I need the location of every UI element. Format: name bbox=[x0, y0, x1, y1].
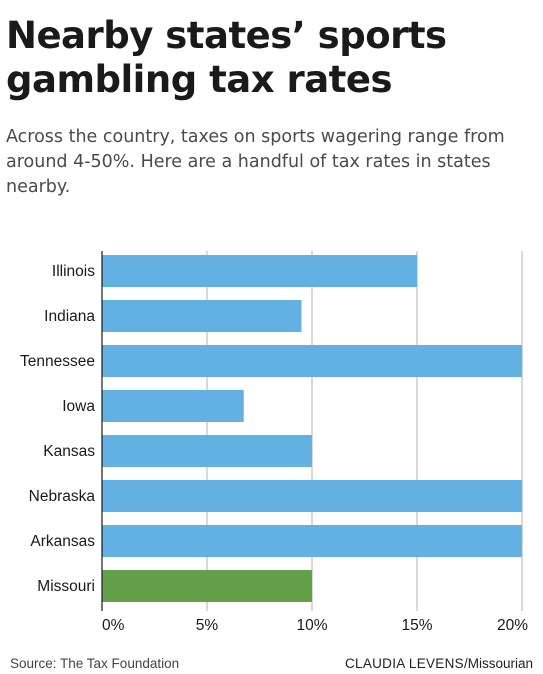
bar bbox=[102, 255, 417, 287]
bar bbox=[102, 480, 522, 512]
category-label: Indiana bbox=[44, 308, 95, 325]
chart-subtitle: Across the country, taxes on sports wage… bbox=[6, 127, 505, 197]
credit-line: CLAUDIA LEVENS/Missourian bbox=[345, 656, 533, 671]
source-note: Source: The Tax Foundation bbox=[10, 656, 180, 671]
bar bbox=[102, 435, 312, 467]
category-label: Missouri bbox=[37, 578, 95, 595]
bar bbox=[102, 345, 522, 377]
category-label: Tennessee bbox=[20, 353, 95, 370]
bar bbox=[102, 570, 312, 602]
tick-label: 5% bbox=[196, 617, 219, 634]
bar-chart: Illinois Indiana Tennessee Iowa Kansas Nebras… bbox=[20, 251, 528, 634]
bar bbox=[102, 525, 522, 557]
category-label: Nebraska bbox=[29, 488, 96, 505]
tick-label: 0% bbox=[102, 617, 125, 634]
tick-label: 10% bbox=[296, 617, 327, 634]
chart-title: Nearby states’ sports gambling tax rates bbox=[6, 14, 447, 101]
tick-label: 15% bbox=[401, 617, 432, 634]
tick-label: 20% bbox=[497, 617, 528, 634]
credit-name: CLAUDIA LEVENS bbox=[344, 656, 464, 671]
category-label: Iowa bbox=[62, 398, 95, 415]
bar bbox=[102, 390, 244, 422]
category-label: Kansas bbox=[43, 443, 95, 460]
category-label: Illinois bbox=[52, 263, 95, 280]
category-label: Arkansas bbox=[30, 533, 95, 550]
credit-org: /Missourian bbox=[463, 656, 533, 671]
bar bbox=[102, 300, 302, 332]
